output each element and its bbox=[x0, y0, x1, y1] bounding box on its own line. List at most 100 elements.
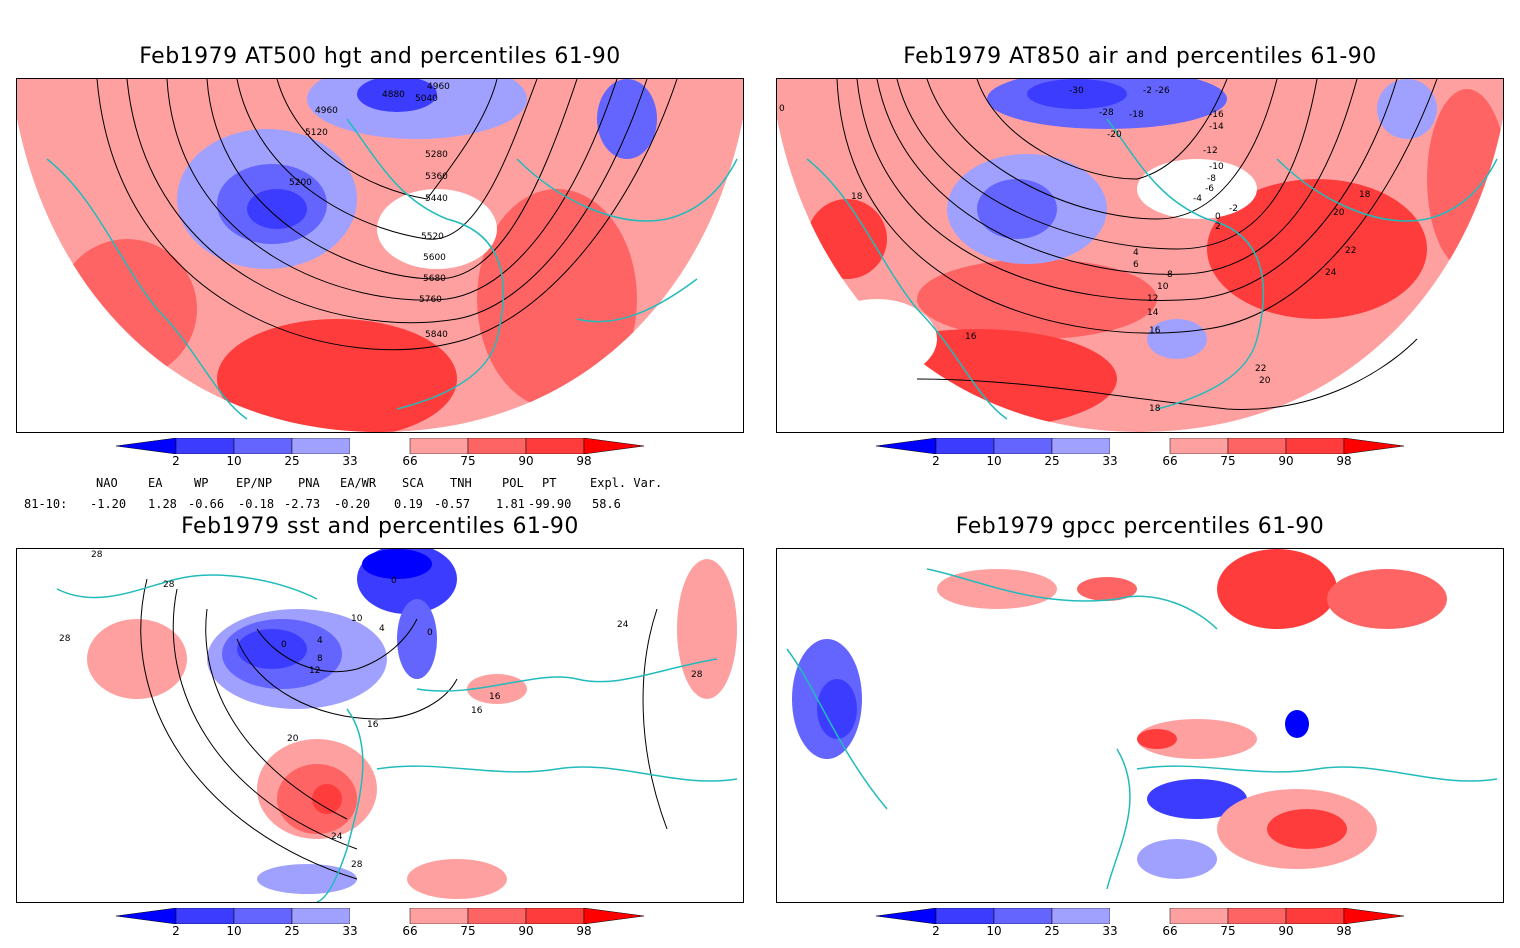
colorbar-tick: 75 bbox=[460, 454, 476, 468]
index-value: -2.73 bbox=[284, 497, 321, 511]
contour-label: 20 bbox=[1333, 208, 1345, 218]
contour-label: -26 bbox=[1155, 86, 1170, 96]
contour-label: 5520 bbox=[421, 232, 444, 242]
contour-label: 0 bbox=[1215, 212, 1221, 222]
contour-labels: 4880 4960 5040 4960 5120 5200 5280 5360 … bbox=[289, 82, 450, 340]
panel-title-air850: Feb1979 AT850 air and percentiles 61-90 bbox=[903, 44, 1377, 69]
panel-title-hgt500: Feb1979 AT500 hgt and percentiles 61-90 bbox=[139, 44, 621, 69]
contour-label: 12 bbox=[1147, 294, 1158, 304]
contour-label: 8 bbox=[317, 654, 323, 664]
colorbar-tick: 33 bbox=[342, 924, 358, 938]
contour-label: 24 bbox=[617, 620, 629, 630]
colorbar-tick: 25 bbox=[284, 924, 300, 938]
colorbar-tick: 10 bbox=[226, 454, 242, 468]
contour-label: 28 bbox=[351, 860, 363, 870]
colorbar-swatches bbox=[876, 438, 1405, 454]
contour-label: 28 bbox=[691, 670, 703, 680]
contour-label: 5360 bbox=[425, 172, 448, 182]
index-header: EA bbox=[148, 476, 163, 490]
colorbar-tick: 98 bbox=[1336, 924, 1352, 938]
index-header: Expl. Var. bbox=[590, 476, 663, 490]
index-value: 58.6 bbox=[592, 497, 621, 511]
index-header: PT bbox=[542, 476, 557, 490]
colorbar-swatches bbox=[116, 438, 645, 454]
contour-label: 6 bbox=[1133, 260, 1139, 270]
contour-label: 20 bbox=[287, 734, 299, 744]
map-hgt500: 4880 4960 5040 4960 5120 5200 5280 5360 … bbox=[17, 79, 743, 432]
index-value: -0.66 bbox=[188, 497, 225, 511]
index-header: TNH bbox=[450, 476, 472, 490]
index-value: -0.18 bbox=[238, 497, 275, 511]
contour-label: 5840 bbox=[425, 330, 448, 340]
colorbar-tick: 98 bbox=[1336, 454, 1352, 468]
colorbar-tick: 66 bbox=[1162, 454, 1178, 468]
index-value: -0.20 bbox=[334, 497, 371, 511]
colorbar-tick: 25 bbox=[1044, 454, 1060, 468]
colorbar-tick: 2 bbox=[932, 454, 940, 468]
contour-labels: 28 28 28 0 10 4 0 0 4 8 12 16 16 16 20 2… bbox=[59, 550, 703, 870]
colorbar-tick: 10 bbox=[226, 924, 242, 938]
contour-label: 28 bbox=[59, 634, 71, 644]
contour-label: -10 bbox=[1209, 162, 1224, 172]
index-header: EP/NP bbox=[236, 476, 273, 490]
contour-label: 5280 bbox=[425, 150, 448, 160]
contour-label: 5760 bbox=[419, 295, 442, 305]
colorbar-tick: 90 bbox=[518, 454, 534, 468]
panel-title-gpcc: Feb1979 gpcc percentiles 61-90 bbox=[955, 514, 1325, 539]
contour-label: 28 bbox=[91, 550, 103, 560]
contour-label: 16 bbox=[489, 692, 501, 702]
colorbar-tick: 10 bbox=[986, 924, 1002, 938]
contour-label: 5680 bbox=[423, 274, 446, 284]
contour-label: 16 bbox=[367, 720, 379, 730]
map-panel-hgt500: 4880 4960 5040 4960 5120 5200 5280 5360 … bbox=[16, 78, 744, 433]
contour-label: 2 bbox=[1215, 222, 1221, 232]
contour-label: 16 bbox=[1149, 326, 1161, 336]
colorbar-tick: 33 bbox=[342, 454, 358, 468]
index-value: -0.57 bbox=[434, 497, 471, 511]
contour-label: -12 bbox=[1203, 146, 1218, 156]
contour-label: -2 bbox=[1229, 204, 1238, 214]
contour-label: 0 bbox=[427, 628, 433, 638]
contour-label: 5440 bbox=[425, 194, 448, 204]
contour-label: -6 bbox=[1205, 184, 1214, 194]
index-value: 1.81 bbox=[496, 497, 525, 511]
contour-label: 0 bbox=[779, 104, 785, 114]
contour-label: 0 bbox=[391, 576, 397, 586]
contour-label: 4 bbox=[317, 636, 323, 646]
contour-label: 10 bbox=[1157, 282, 1169, 292]
contour-label: 16 bbox=[965, 332, 977, 342]
contour-label: 24 bbox=[1325, 268, 1337, 278]
contour-label: -18 bbox=[1129, 110, 1144, 120]
contour-label: 5200 bbox=[289, 178, 312, 188]
contour-label: 5040 bbox=[415, 94, 438, 104]
map-panel-gpcc bbox=[776, 548, 1504, 903]
contour-label: 12 bbox=[309, 666, 320, 676]
contour-label: -20 bbox=[1107, 130, 1122, 140]
contour-label: 10 bbox=[351, 614, 363, 624]
contour-label: 16 bbox=[471, 706, 483, 716]
contour-label: -8 bbox=[1207, 174, 1216, 184]
colorbar-tick: 98 bbox=[576, 454, 592, 468]
contour-label: 22 bbox=[1255, 364, 1266, 374]
contour-label: 8 bbox=[1167, 270, 1173, 280]
index-value: -99.90 bbox=[528, 497, 572, 511]
contour-label: 5120 bbox=[305, 128, 328, 138]
index-value: 0.19 bbox=[394, 497, 423, 511]
panel-title-sst: Feb1979 sst and percentiles 61-90 bbox=[181, 514, 579, 539]
index-value: -1.20 bbox=[90, 497, 127, 511]
contour-label: 18 bbox=[1149, 404, 1161, 414]
colorbar-tick: 90 bbox=[1278, 924, 1294, 938]
colorbar-tick: 33 bbox=[1102, 454, 1118, 468]
contour-label: 0 bbox=[281, 640, 287, 650]
index-value: 1.28 bbox=[148, 497, 177, 511]
contour-label: 4960 bbox=[427, 82, 450, 92]
colorbar-tick: 10 bbox=[986, 454, 1002, 468]
colorbar-tick: 90 bbox=[518, 924, 534, 938]
map-air850: -30 -26 -28 -2 -18 -20 -16 -14 -12 -10 -… bbox=[777, 79, 1503, 432]
colorbar-tick: 66 bbox=[402, 924, 418, 938]
contour-labels: -30 -26 -28 -2 -18 -20 -16 -14 -12 -10 -… bbox=[779, 86, 1371, 414]
colorbar-tick: 2 bbox=[172, 924, 180, 938]
colorbar-tick: 75 bbox=[1220, 924, 1236, 938]
colorbar-tick: 25 bbox=[284, 454, 300, 468]
colorbar-tick: 98 bbox=[576, 924, 592, 938]
